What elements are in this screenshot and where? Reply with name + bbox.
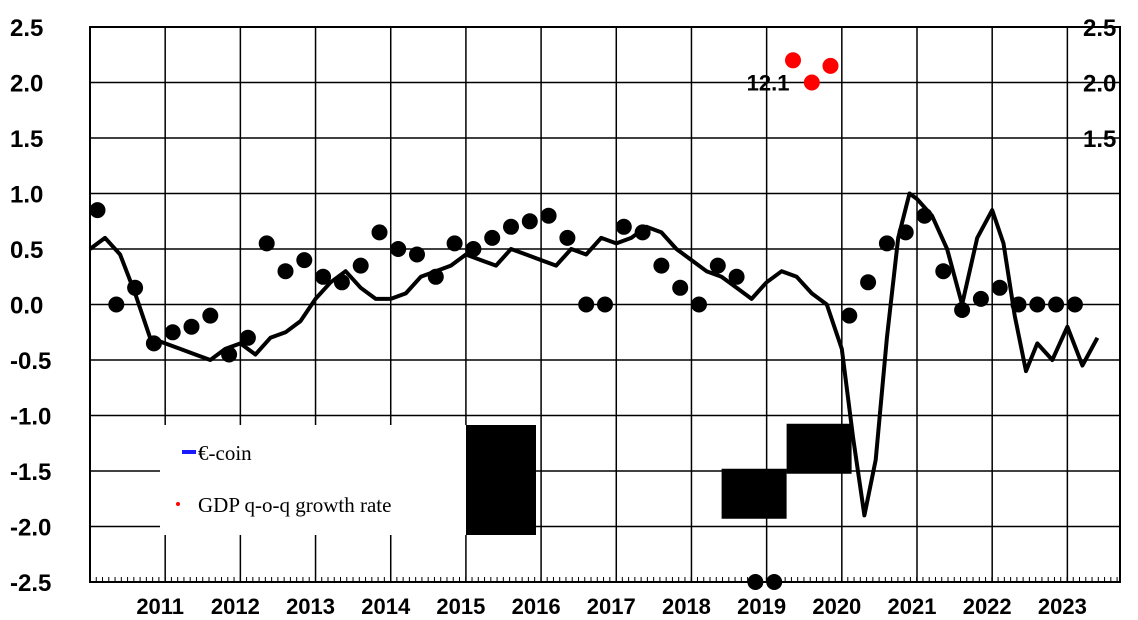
data-point-gdp	[878, 235, 895, 252]
data-point-gdp	[897, 224, 914, 241]
y-tick-label: -0.5	[10, 348, 51, 375]
data-point-gdp	[164, 324, 181, 341]
y-tick-label: -2.5	[10, 570, 51, 597]
data-point-gdp	[465, 241, 482, 257]
y-tick-label: -2.0	[10, 515, 51, 542]
data-point-gdp	[728, 268, 745, 285]
series-line-ecoin	[88, 191, 1100, 518]
y-tick-label: 0.5	[10, 237, 43, 264]
y-tick-label: -1.0	[10, 404, 51, 431]
x-tick-label: 2019	[737, 594, 786, 619]
data-point-gdp	[183, 318, 200, 335]
grid-lines	[89, 26, 1121, 583]
data-point-gdp	[785, 52, 801, 69]
data-point-gdp	[521, 213, 538, 230]
x-tick-label: 2022	[963, 594, 1012, 619]
data-point-gdp	[89, 202, 106, 219]
data-point-gdp	[145, 335, 162, 352]
y-tick-label-right: 2.0	[1083, 71, 1116, 98]
data-point-gdp	[540, 207, 557, 224]
x-tick-label: 2012	[211, 594, 260, 619]
data-point-gdp	[1010, 296, 1027, 313]
x-tick-label: 2018	[662, 594, 711, 619]
y-tick-label-right: 2.5	[1083, 15, 1116, 42]
series-layer	[88, 52, 1100, 590]
data-point-gdp	[841, 307, 858, 324]
data-point-gdp	[615, 218, 632, 235]
data-point-gdp	[766, 574, 783, 590]
annotation-label: 3	[732, 487, 744, 512]
x-tick-label: 2013	[286, 594, 335, 619]
data-point-gdp	[653, 257, 670, 274]
annotation-box	[721, 468, 787, 519]
y-tick-label: 2.5	[10, 15, 43, 42]
data-point-gdp	[333, 274, 350, 291]
data-point-gdp	[747, 574, 764, 590]
data-point-gdp	[860, 274, 877, 291]
data-point-gdp	[559, 229, 576, 246]
y-tick-label: 2.0	[10, 71, 43, 98]
data-point-gdp	[803, 74, 820, 91]
data-point-gdp	[409, 246, 425, 263]
legend-marker-gdp	[176, 502, 180, 506]
data-point-gdp	[446, 235, 463, 252]
data-point-gdp	[127, 279, 144, 296]
legend: €-coin GDP q-o-q growth rate	[160, 425, 536, 535]
x-tick-label: 2017	[587, 594, 636, 619]
data-point-gdp	[822, 57, 839, 74]
y-tick-label-right: 1.5	[1083, 126, 1116, 153]
data-point-gdp	[202, 307, 219, 324]
y-tick-label: -1.5	[10, 459, 51, 486]
data-point-gdp	[709, 257, 726, 274]
data-point-gdp	[634, 224, 651, 241]
annotation-box	[786, 423, 852, 474]
data-point-gdp	[935, 263, 952, 280]
data-point-gdp	[239, 329, 256, 346]
data-point-gdp	[503, 218, 519, 235]
data-point-gdp	[484, 229, 501, 246]
data-point-gdp	[991, 279, 1008, 296]
data-point-gdp	[691, 296, 707, 313]
annotation-label: 12.1	[747, 71, 790, 96]
data-point-gdp	[972, 290, 989, 307]
data-point-gdp	[916, 207, 933, 224]
data-point-gdp	[597, 296, 613, 313]
data-point-gdp	[1029, 296, 1046, 313]
data-point-gdp	[954, 302, 971, 318]
y-tick-label: 1.5	[10, 126, 43, 153]
axes: 2.5 2.0 1.5 1.0 0.5 0.0 -0.5 -1.0 -1.5 -2.0 -2.5 2.…	[10, 15, 1118, 619]
legend-label-ecoin: €-coin	[198, 441, 252, 465]
data-point-gdp	[315, 268, 332, 285]
x-tick-label: 2020	[812, 594, 861, 619]
data-point-gdp	[1066, 296, 1083, 313]
data-point-gdp	[352, 257, 369, 274]
x-tick-label: 2015	[436, 594, 485, 619]
x-tick-label: 2016	[512, 594, 561, 619]
legend-dark-block	[466, 425, 536, 535]
data-point-gdp	[258, 235, 275, 252]
data-point-gdp	[427, 268, 444, 285]
annotations: 12.13	[721, 71, 852, 519]
data-point-gdp	[277, 263, 294, 280]
x-tick-label: 2011	[136, 594, 184, 619]
data-point-gdp	[108, 296, 125, 313]
data-point-gdp	[578, 296, 595, 313]
data-point-gdp	[221, 346, 238, 363]
y-tick-label: 1.0	[10, 182, 43, 209]
data-point-gdp	[1048, 296, 1065, 313]
x-tick-label: 2023	[1038, 594, 1087, 619]
x-tick-label: 2021	[888, 594, 937, 619]
data-point-gdp	[371, 224, 388, 241]
y-tick-label: 0.0	[10, 293, 43, 320]
legend-label-gdp: GDP q-o-q growth rate	[198, 493, 391, 517]
data-point-gdp	[390, 241, 407, 257]
x-tick-label: 2014	[361, 594, 411, 619]
data-point-gdp	[672, 279, 689, 296]
data-point-gdp	[296, 252, 313, 269]
